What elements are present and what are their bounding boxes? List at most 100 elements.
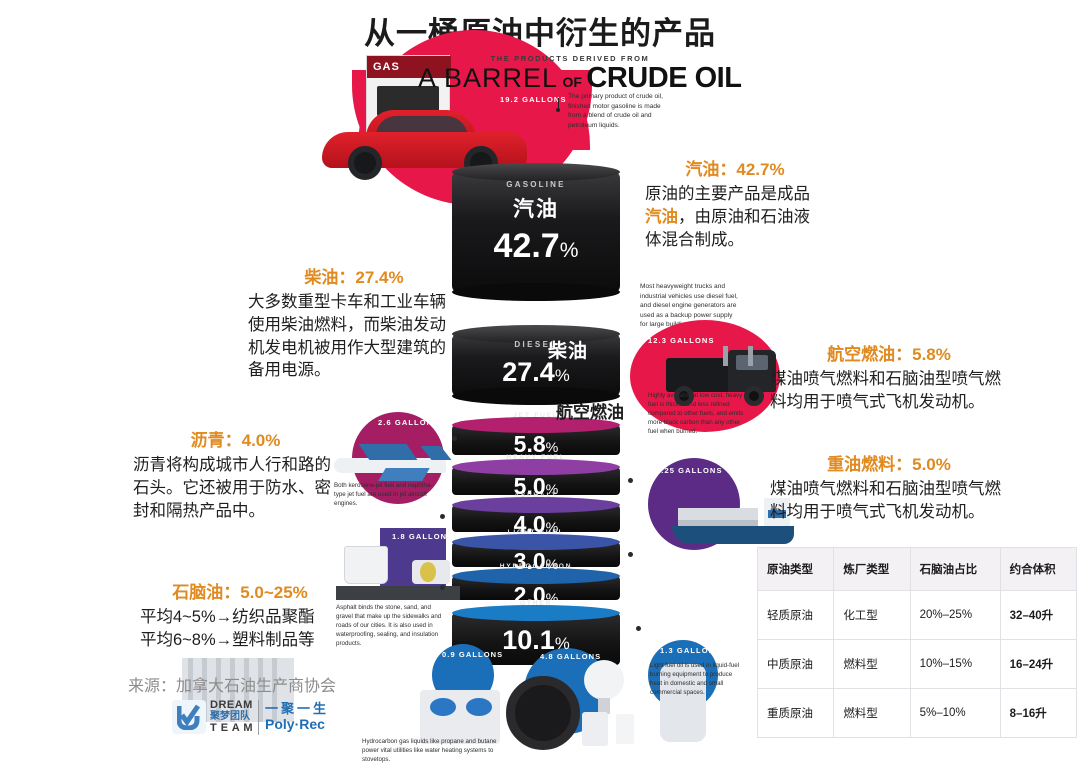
- disc-label-other: OTHER: [519, 600, 553, 607]
- dream-team-logo: DREAM 聚梦团队 T E A M: [210, 699, 260, 735]
- infographic-kicker: THE PRODUCTS DERIVED FROM: [490, 54, 650, 63]
- logo-group: DREAM 聚梦团队 T E A M 一聚一生 Poly·Rec: [172, 699, 329, 735]
- dream-logo-bottom: T E A M: [210, 721, 254, 734]
- disc-lid-other: [452, 605, 620, 621]
- connector-dot-other: [636, 626, 641, 631]
- disc-lid-light-fuel: [452, 534, 620, 550]
- cell-crude-type: 中质原油: [756, 639, 835, 689]
- note-connector-gasoline: [558, 98, 559, 110]
- stove-illustration: [420, 690, 500, 744]
- gallons-badge-diesel: 12.3 GALLONS: [648, 336, 715, 345]
- disc-heavy-fuel: HEAVY FUEL 5.0%: [452, 454, 620, 499]
- connector-dot-jet-fuel: [452, 436, 457, 441]
- cell-naphtha-share: 20%–25%: [909, 590, 1001, 640]
- candle-illustration: [616, 714, 634, 744]
- english-note-asphalt: Asphalt binds the stone, sand, and grave…: [336, 604, 442, 647]
- callout-head-asphalt: 沥青：4.0%: [190, 431, 281, 450]
- barrel-label-en-gasoline: GASOLINE: [506, 180, 566, 189]
- disc-label-light-fuel: LIGHT FUEL: [507, 529, 565, 536]
- disc-light-fuel: LIGHT FUEL 3.0%: [452, 529, 620, 574]
- note-dot-gasoline: [556, 108, 560, 112]
- polyrec-logo-en: Poly·Rec: [265, 715, 325, 732]
- barrel-diesel: DIESEL 柴油 27.4%: [452, 325, 620, 405]
- tire-illustration: [506, 676, 580, 750]
- barrel-label-en-diesel: DIESEL: [514, 340, 558, 349]
- disc-label-hydrocarbon: HYDROCARBON: [499, 563, 573, 570]
- table-row: 中质原油 燃料型 10%–15% 16–24升: [756, 639, 1078, 689]
- english-note-hydrocarbon: Hydrocarbon gas liquids like propane and…: [362, 738, 497, 763]
- polyrec-logo-cn: 一聚一生: [265, 701, 330, 717]
- radiator-illustration: [182, 658, 294, 722]
- callout-body-asphalt: 沥青将构成城市人行和路的石头。它还被用于防水、密封和隔热产品中。: [133, 456, 331, 520]
- gallons-badge-light-fuel: 1.3 GALLONS: [660, 646, 722, 655]
- infographic-title-of: OF: [562, 74, 582, 90]
- spec-table: 原油类型 炼厂类型 石脑油占比 约合体积 轻质原油 化工型 20%–25% 32…: [756, 547, 1078, 738]
- cell-refinery: 化工型: [833, 590, 911, 640]
- disc-percent-asphalt: 4.0%: [513, 511, 559, 537]
- connector-dot-hydrocarbon: [440, 585, 445, 590]
- disc-label-asphalt: ASPHALT: [514, 492, 558, 499]
- gallons-badge-jet-fuel: 2.6 GALLONS: [378, 418, 440, 427]
- gallons-badge-gasoline: 19.2 GALLONS: [500, 95, 567, 104]
- barrel-lid-gasoline: [452, 163, 620, 181]
- disc-percent-heavy-fuel: 5.0%: [513, 473, 559, 499]
- disc-lid-jet-fuel: [452, 417, 620, 433]
- dream-logo-top: DREAM: [210, 699, 253, 711]
- airplane-illustration: [330, 440, 452, 486]
- callout-body-heavy-fuel: 煤油喷气燃料和石脑油型喷气燃料均用于喷气式飞机发动机。: [770, 480, 1001, 521]
- page-title: 从一桶原油中衍生的产品: [364, 16, 716, 51]
- gas-pump-label: GAS: [367, 56, 451, 78]
- connector-dot-asphalt: [440, 514, 445, 519]
- callout-head-naphtha: 石脑油：5.0~25%: [172, 583, 308, 602]
- disc-lid-asphalt: [452, 497, 620, 513]
- disc-percent-hydrocarbon: 2.0%: [513, 582, 559, 608]
- cell-crude-type: 重质原油: [756, 688, 835, 738]
- disc-lid-hydrocarbon: [452, 568, 620, 584]
- barrel-percent-gasoline: 42.7%: [493, 227, 579, 265]
- callout-jet-fuel: 航空燃油：5.8% 煤油喷气燃料和石脑油型喷气燃料均用于喷气式飞机发动机。: [770, 340, 1008, 414]
- disc-percent-jet-fuel: 5.8%: [513, 431, 559, 457]
- disc-label-jet-fuel: JET FUEL: [513, 412, 559, 419]
- barrel-gasoline: GASOLINE 汽油 42.7%: [452, 163, 620, 301]
- callout-body-jet-fuel: 煤油喷气燃料和石脑油型喷气燃料均用于喷气式飞机发动机。: [770, 370, 1001, 411]
- source-label: 来源：加拿大石油生产商协会: [128, 678, 337, 695]
- callout-asphalt: 沥青：4.0% 沥青将构成城市人行和路的石头。它还被用于防水、密封和隔热产品中。: [133, 426, 338, 522]
- cell-volume: 32–40升: [999, 590, 1078, 640]
- asphalt-bucket-illustration: [344, 546, 388, 584]
- gallons-badge-asphalt: 1.8 GALLONS: [392, 532, 454, 541]
- water-heater-illustration: [660, 664, 706, 742]
- callout-heavy-fuel: 重油燃料：5.0% 煤油喷气燃料和石脑油型喷气燃料均用于喷气式飞机发动机。: [770, 450, 1008, 524]
- disc-percent-light-fuel: 3.0%: [513, 548, 559, 574]
- gallons-badge-other: 4.8 GALLONS: [540, 652, 602, 661]
- english-note-heavy-fuel: Highly available at low cost, heavy fuel…: [648, 392, 744, 435]
- disc-lid-heavy-fuel: [452, 459, 620, 475]
- cell-volume: 8–16升: [999, 688, 1078, 738]
- english-note-diesel: Most heavyweight trucks and industrial v…: [640, 283, 738, 329]
- truck-illustration: [666, 346, 782, 406]
- gallons-badge-heavy-fuel: 2.25 GALLONS: [656, 466, 723, 475]
- infographic-title-thin: A BARREL: [418, 63, 559, 93]
- cell-naphtha-share: 10%–15%: [909, 639, 1001, 689]
- dream-logo-cn: 聚梦团队: [210, 710, 250, 722]
- polyrec-logo: 一聚一生 Poly·Rec: [265, 702, 329, 732]
- connector-dot-heavy-fuel: [628, 478, 633, 483]
- disc-label-heavy-fuel: HEAVY FUEL: [506, 454, 566, 461]
- cell-crude-type: 轻质原油: [756, 590, 835, 640]
- table-row: 重质原油 燃料型 5%–10% 8–16升: [756, 688, 1078, 738]
- callout-head-jet-fuel: 航空燃油：5.8%: [827, 345, 951, 364]
- barrel-percent-diesel: 27.4%: [502, 357, 570, 387]
- callout-body-naphtha-line1: 平均4~5%→纺织品聚酯: [140, 608, 315, 626]
- cell-volume: 16–24升: [999, 639, 1078, 689]
- cell-refinery: 燃料型: [833, 688, 911, 738]
- barrel-label-cn-gasoline: 汽油: [513, 198, 559, 221]
- barrel-label-cn-diesel: 柴油: [548, 341, 589, 362]
- cell-refinery: 燃料型: [833, 639, 911, 689]
- plastic-bottle-illustration: [582, 712, 608, 746]
- disc-asphalt: ASPHALT 4.0%: [452, 492, 620, 537]
- callout-head-gasoline: 汽油：42.7%: [685, 160, 785, 179]
- table-row: 轻质原油 化工型 20%–25% 32–40升: [756, 590, 1078, 640]
- callout-head-diesel: 柴油：27.4%: [304, 268, 404, 287]
- barrel-lid-diesel: [452, 325, 620, 343]
- gallons-badge-hydrocarbon: 0.9 GALLONS: [442, 650, 504, 659]
